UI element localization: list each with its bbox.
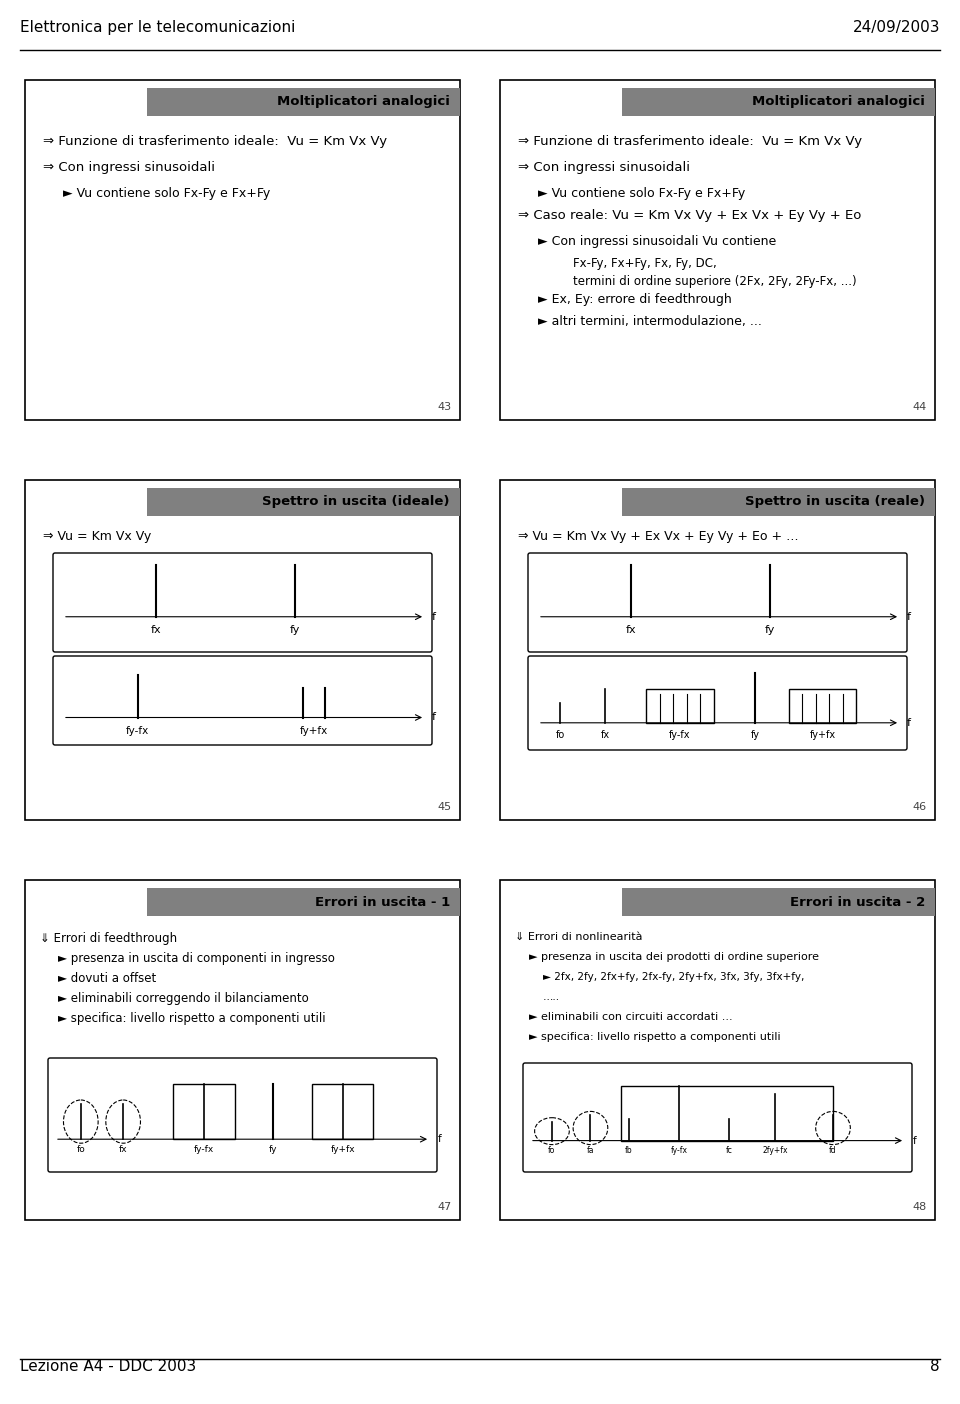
Text: f: f — [432, 612, 436, 622]
Text: Moltiplicatori analogici: Moltiplicatori analogici — [277, 95, 450, 108]
Text: Elettronica per le telecomunicazioni: Elettronica per le telecomunicazioni — [20, 20, 296, 35]
Text: …..: ….. — [543, 993, 560, 1002]
Text: fo: fo — [548, 1146, 556, 1154]
Text: 2fy+fx: 2fy+fx — [762, 1146, 788, 1154]
Bar — [622, 489, 935, 517]
Text: 46: 46 — [913, 802, 927, 812]
FancyBboxPatch shape — [53, 553, 432, 651]
Text: 43: 43 — [438, 402, 452, 411]
Text: termini di ordine superiore (2Fx, 2Fy, 2Fy-Fx, ...): termini di ordine superiore (2Fx, 2Fy, 2… — [558, 275, 856, 288]
Text: fy-fx: fy-fx — [670, 1146, 687, 1154]
Text: fx: fx — [119, 1146, 128, 1154]
Text: fb: fb — [625, 1146, 633, 1154]
Text: Fx-Fy, Fx+Fy, Fx, Fy, DC,: Fx-Fy, Fx+Fy, Fx, Fy, DC, — [558, 257, 717, 270]
Text: ⇒ Funzione di trasferimento ideale:  Vu = Km Vx Vy: ⇒ Funzione di trasferimento ideale: Vu =… — [518, 135, 862, 147]
Bar — [621, 1087, 833, 1140]
Text: ► 2fx, 2fy, 2fx+fy, 2fx-fy, 2fy+fx, 3fx, 3fy, 3fx+fy,: ► 2fx, 2fy, 2fx+fy, 2fx-fy, 2fy+fx, 3fx,… — [543, 972, 804, 981]
Text: fd: fd — [829, 1146, 837, 1154]
Bar — [500, 880, 935, 1220]
Text: ► Vu contiene solo Fx-Fy e Fx+Fy: ► Vu contiene solo Fx-Fy e Fx+Fy — [63, 187, 271, 199]
Text: ⇒ Funzione di trasferimento ideale:  Vu = Km Vx Vy: ⇒ Funzione di trasferimento ideale: Vu =… — [43, 135, 387, 147]
Text: fy-fx: fy-fx — [126, 726, 149, 736]
Text: f: f — [432, 712, 436, 723]
Text: fx: fx — [151, 625, 161, 635]
Text: ► eliminabili con circuiti accordati ...: ► eliminabili con circuiti accordati ... — [529, 1012, 732, 1022]
FancyBboxPatch shape — [48, 1059, 437, 1172]
Bar — [500, 80, 935, 420]
Text: ► eliminabili correggendo il bilanciamento: ► eliminabili correggendo il bilanciamen… — [58, 993, 309, 1005]
Text: fy: fy — [765, 625, 775, 635]
Text: 47: 47 — [438, 1202, 452, 1212]
Text: 48: 48 — [913, 1202, 927, 1212]
Text: fo: fo — [556, 730, 564, 740]
Text: 8: 8 — [930, 1359, 940, 1375]
FancyBboxPatch shape — [523, 1063, 912, 1172]
Text: fx: fx — [626, 625, 636, 635]
Text: fy-fx: fy-fx — [194, 1146, 214, 1154]
Text: Spettro in uscita (reale): Spettro in uscita (reale) — [745, 496, 925, 508]
Text: fy+fx: fy+fx — [809, 730, 835, 740]
Text: ► Ex, Ey: errore di feedthrough: ► Ex, Ey: errore di feedthrough — [538, 293, 732, 306]
Text: fx: fx — [600, 730, 610, 740]
FancyBboxPatch shape — [528, 553, 907, 651]
Bar — [173, 1084, 235, 1139]
Text: fa: fa — [587, 1146, 594, 1154]
Text: fo: fo — [77, 1146, 85, 1154]
Text: ⇒ Con ingressi sinusoidali: ⇒ Con ingressi sinusoidali — [518, 161, 690, 174]
Text: Errori in uscita - 1: Errori in uscita - 1 — [315, 896, 450, 908]
Text: ► Vu contiene solo Fx-Fy e Fx+Fy: ► Vu contiene solo Fx-Fy e Fx+Fy — [538, 187, 745, 199]
Bar — [25, 880, 460, 1220]
Text: ► Con ingressi sinusoidali Vu contiene: ► Con ingressi sinusoidali Vu contiene — [538, 234, 777, 249]
Text: f: f — [907, 612, 911, 622]
Text: fy: fy — [290, 625, 300, 635]
FancyBboxPatch shape — [528, 656, 907, 750]
Text: 44: 44 — [913, 402, 927, 411]
Bar — [147, 887, 460, 915]
Bar — [25, 80, 460, 420]
Text: ⇒ Con ingressi sinusoidali: ⇒ Con ingressi sinusoidali — [43, 161, 215, 174]
Text: ► specifica: livello rispetto a componenti utili: ► specifica: livello rispetto a componen… — [58, 1012, 325, 1025]
Text: Spettro in uscita (ideale): Spettro in uscita (ideale) — [262, 496, 450, 508]
Bar — [500, 480, 935, 820]
Text: ⇒ Vu = Km Vx Vy: ⇒ Vu = Km Vx Vy — [43, 529, 152, 543]
Text: ⇓ Errori di nonlinearità: ⇓ Errori di nonlinearità — [515, 932, 642, 942]
Bar — [25, 480, 460, 820]
Text: ► presenza in uscita dei prodotti di ordine superiore: ► presenza in uscita dei prodotti di ord… — [529, 952, 819, 962]
Text: ⇒ Caso reale: Vu = Km Vx Vy + Ex Vx + Ey Vy + Eo: ⇒ Caso reale: Vu = Km Vx Vy + Ex Vx + Ey… — [518, 209, 861, 222]
Text: fy: fy — [269, 1146, 277, 1154]
Text: Errori in uscita - 2: Errori in uscita - 2 — [790, 896, 925, 908]
Bar — [789, 688, 856, 723]
Text: fy+fx: fy+fx — [330, 1146, 355, 1154]
Text: Lezione A4 - DDC 2003: Lezione A4 - DDC 2003 — [20, 1359, 196, 1375]
Text: ► altri termini, intermodulazione, ...: ► altri termini, intermodulazione, ... — [538, 314, 762, 329]
Text: fc: fc — [726, 1146, 732, 1154]
Bar — [312, 1084, 373, 1139]
Text: Moltiplicatori analogici: Moltiplicatori analogici — [752, 95, 925, 108]
Text: ► presenza in uscita di componenti in ingresso: ► presenza in uscita di componenti in in… — [58, 952, 335, 965]
Text: fy-fx: fy-fx — [669, 730, 691, 740]
Bar — [622, 88, 935, 117]
Text: ► dovuti a offset: ► dovuti a offset — [58, 972, 156, 986]
Bar — [622, 887, 935, 915]
Bar — [646, 688, 713, 723]
Text: fy+fx: fy+fx — [300, 726, 328, 736]
Text: ⇒ Vu = Km Vx Vy + Ex Vx + Ey Vy + Eo + …: ⇒ Vu = Km Vx Vy + Ex Vx + Ey Vy + Eo + … — [518, 529, 799, 543]
Text: f: f — [907, 717, 911, 727]
Text: f: f — [913, 1136, 917, 1146]
Text: fy: fy — [751, 730, 759, 740]
Text: ► specifica: livello rispetto a componenti utili: ► specifica: livello rispetto a componen… — [529, 1032, 780, 1042]
Text: f: f — [438, 1134, 442, 1144]
Bar — [147, 489, 460, 517]
FancyBboxPatch shape — [53, 656, 432, 746]
Text: 45: 45 — [438, 802, 452, 812]
Bar — [147, 88, 460, 117]
Text: 24/09/2003: 24/09/2003 — [852, 20, 940, 35]
Text: ⇓ Errori di feedthrough: ⇓ Errori di feedthrough — [40, 932, 178, 945]
